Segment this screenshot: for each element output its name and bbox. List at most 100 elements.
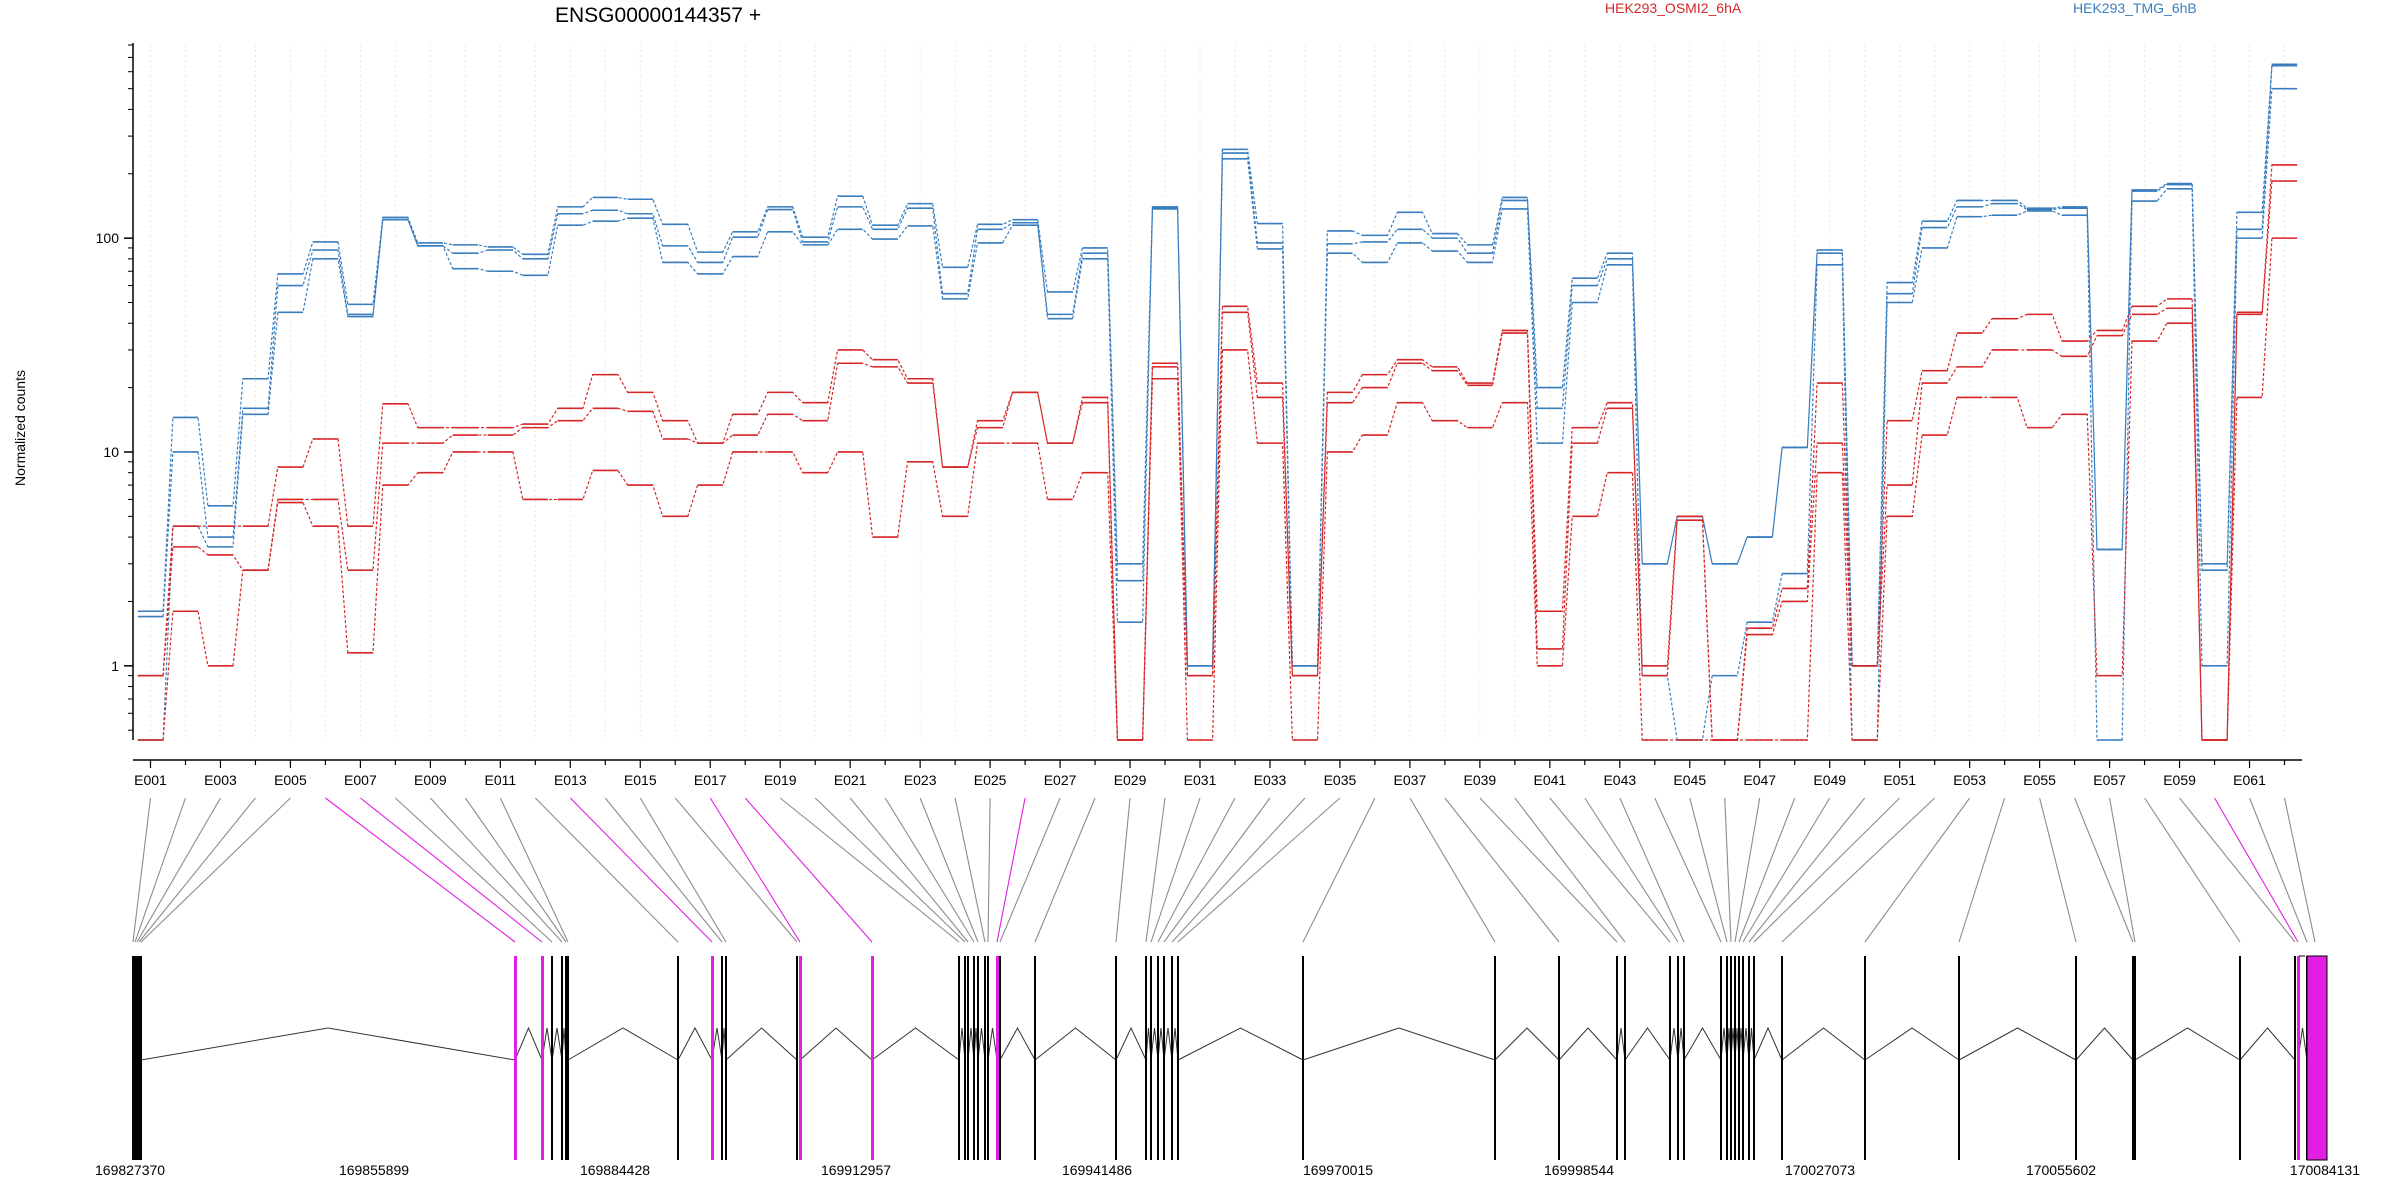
exon-block	[132, 956, 134, 1160]
exon-connector	[1654, 797, 1722, 943]
exon-label: E037	[1394, 772, 1427, 788]
exon-connector	[884, 797, 975, 943]
exon-block	[541, 956, 544, 1160]
intron-connector	[1669, 1027, 1679, 1061]
exon-connector	[954, 797, 986, 943]
exon-label: E033	[1254, 772, 1287, 788]
genomic-tick-label: 169855899	[339, 1162, 409, 1178]
exon-connector	[1163, 797, 1271, 943]
exon-connector	[1409, 797, 1496, 943]
exon-connector	[987, 797, 991, 943]
exon-block	[1145, 956, 1147, 1160]
gene-model	[132, 955, 2328, 1161]
exon-block	[1157, 956, 1159, 1160]
intron-connector	[551, 1027, 563, 1061]
exon-connector	[2074, 797, 2134, 943]
intron-connector	[567, 1027, 679, 1061]
exon-label: E049	[1813, 772, 1846, 788]
exon-block	[2297, 956, 2300, 1160]
intron-connector	[1150, 1027, 1159, 1061]
intron-connector	[140, 1027, 516, 1061]
genomic-tick-label: 169941486	[1062, 1162, 1132, 1178]
exon-connectors	[132, 797, 2316, 943]
exon-connector	[1514, 797, 1626, 943]
exon-connector	[1549, 797, 1671, 943]
genomic-tick-label: 170027073	[1785, 1162, 1855, 1178]
exon-connector	[2109, 797, 2136, 943]
exon-block	[1958, 956, 1960, 1160]
exon-block	[1034, 956, 1036, 1160]
exon-connector	[534, 797, 679, 943]
exon-connector	[1748, 797, 1866, 943]
intron-connector	[1115, 1026, 1147, 1061]
series-tmg-1	[137, 64, 2298, 667]
series-line	[137, 164, 2298, 741]
intron-connector	[1494, 1027, 1560, 1061]
exon-block	[1730, 956, 1732, 1160]
exon-connector	[639, 797, 727, 943]
exon-connector	[1150, 797, 1201, 943]
intron-connector	[2134, 1027, 2241, 1061]
series-line	[137, 63, 2298, 667]
intron-connector	[1163, 1027, 1173, 1061]
exon-label: E019	[764, 772, 797, 788]
intron-connector	[1958, 1027, 2077, 1061]
exon-connector	[2214, 797, 2299, 943]
exon-block	[2306, 955, 2328, 1161]
exon-connector	[674, 797, 798, 943]
exon-label: E061	[2233, 772, 2266, 788]
exon-block	[567, 956, 569, 1160]
exon-label: E025	[974, 772, 1007, 788]
exon-connector	[1738, 797, 1796, 943]
series-line	[137, 180, 2298, 741]
exon-block	[1115, 956, 1117, 1160]
exon-connector	[132, 797, 152, 943]
series-tmg-0	[137, 63, 2298, 667]
series-line	[137, 237, 2298, 741]
exon-connector	[1157, 797, 1236, 943]
exon-label: E039	[1464, 772, 1497, 788]
exon-label: E045	[1673, 772, 1706, 788]
exon-block	[1150, 956, 1152, 1160]
intron-connector	[871, 1027, 960, 1061]
x-gridlines	[149, 45, 2286, 740]
exon-block	[967, 956, 969, 1160]
exon-label: E041	[1533, 772, 1566, 788]
exon-label: E059	[2163, 772, 2196, 788]
exon-connector	[2144, 797, 2241, 943]
exon-connector	[2039, 797, 2077, 943]
intron-connector	[1177, 1027, 1304, 1061]
exon-connector	[604, 797, 723, 943]
intron-connector	[1753, 1026, 1783, 1061]
exon-connector	[1479, 797, 1618, 943]
series-osmi-3	[137, 164, 2298, 741]
exon-block	[1753, 956, 1755, 1160]
intron-connector	[799, 1027, 873, 1061]
exon-label: E017	[694, 772, 727, 788]
genomic-tick-label: 170084131	[2290, 1162, 2360, 1178]
exon-connector	[1584, 797, 1679, 943]
exon-connector	[464, 797, 567, 943]
exon-label: E055	[2023, 772, 2056, 788]
exon-label: E035	[1324, 772, 1357, 788]
exon-block	[1669, 956, 1671, 1160]
exon-connector	[1177, 797, 1341, 943]
exon-connector	[999, 797, 1061, 943]
exon-block	[561, 956, 563, 1160]
exon-label: E043	[1603, 772, 1636, 788]
exon-block	[1726, 956, 1728, 1160]
exon-block	[1748, 956, 1750, 1160]
exon-connector	[138, 797, 256, 943]
exon-connector	[395, 797, 553, 943]
genomic-tick-label: 169998544	[1544, 1162, 1614, 1178]
exon-label: E007	[344, 772, 377, 788]
y-tick-label: 100	[96, 230, 120, 246]
exon-connector	[1115, 797, 1131, 943]
exon-block	[871, 956, 874, 1160]
exon-connector	[709, 797, 801, 943]
exon-label: E031	[1184, 772, 1217, 788]
exon-label: E001	[134, 772, 167, 788]
genomic-tick-label: 169912957	[821, 1162, 891, 1178]
genomic-axis: 169827370 169855899 169884428 169912957 1699…	[95, 1162, 2360, 1178]
intron-connector	[1034, 1027, 1117, 1061]
